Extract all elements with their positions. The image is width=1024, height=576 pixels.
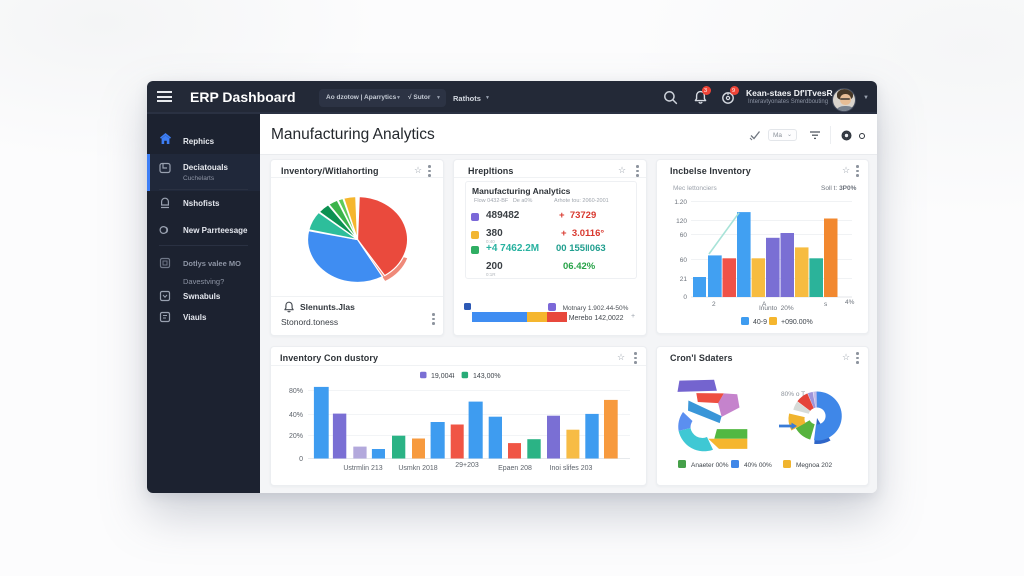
svg-text:120: 120 (676, 218, 687, 225)
svg-text:1.20: 1.20 (674, 199, 687, 206)
svg-text:Anaeter 00%: Anaeter 00% (691, 462, 729, 469)
svg-text:19,004ʇ: 19,004ʇ (431, 373, 454, 380)
svg-text:20%: 20% (289, 433, 303, 440)
svg-text:Inoi slifes 203: Inoi slifes 203 (550, 465, 593, 472)
svg-text:40-9: 40-9 (753, 319, 767, 326)
svg-text:80%: 80% (289, 388, 303, 395)
svg-text:Ustrmlin 213: Ustrmlin 213 (343, 465, 382, 472)
svg-text:Usmkn 2018: Usmkn 2018 (398, 465, 437, 472)
svg-text:80% o T: 80% o T (781, 391, 805, 398)
svg-text:Epaen 208: Epaen 208 (498, 465, 532, 472)
svg-text:143,00%: 143,00% (473, 373, 501, 380)
svg-text:Inunto 20%: Inunto 20% (759, 305, 794, 312)
svg-text:4%: 4% (845, 299, 855, 306)
svg-text:0: 0 (299, 456, 303, 463)
svg-text:s: s (824, 301, 828, 308)
svg-text:0: 0 (683, 294, 687, 301)
svg-text:A: A (762, 301, 767, 308)
svg-text:21: 21 (680, 276, 688, 283)
svg-text:40%: 40% (289, 412, 303, 419)
svg-text:60: 60 (680, 257, 688, 264)
svg-text:40% 00%: 40% 00% (744, 462, 772, 469)
svg-text:+090.00%: +090.00% (781, 319, 813, 326)
svg-text:60: 60 (680, 232, 688, 239)
svg-text:Megnoa 202: Megnoa 202 (796, 462, 833, 469)
svg-text:29+203: 29+203 (455, 462, 479, 469)
svg-text:2: 2 (712, 301, 716, 308)
